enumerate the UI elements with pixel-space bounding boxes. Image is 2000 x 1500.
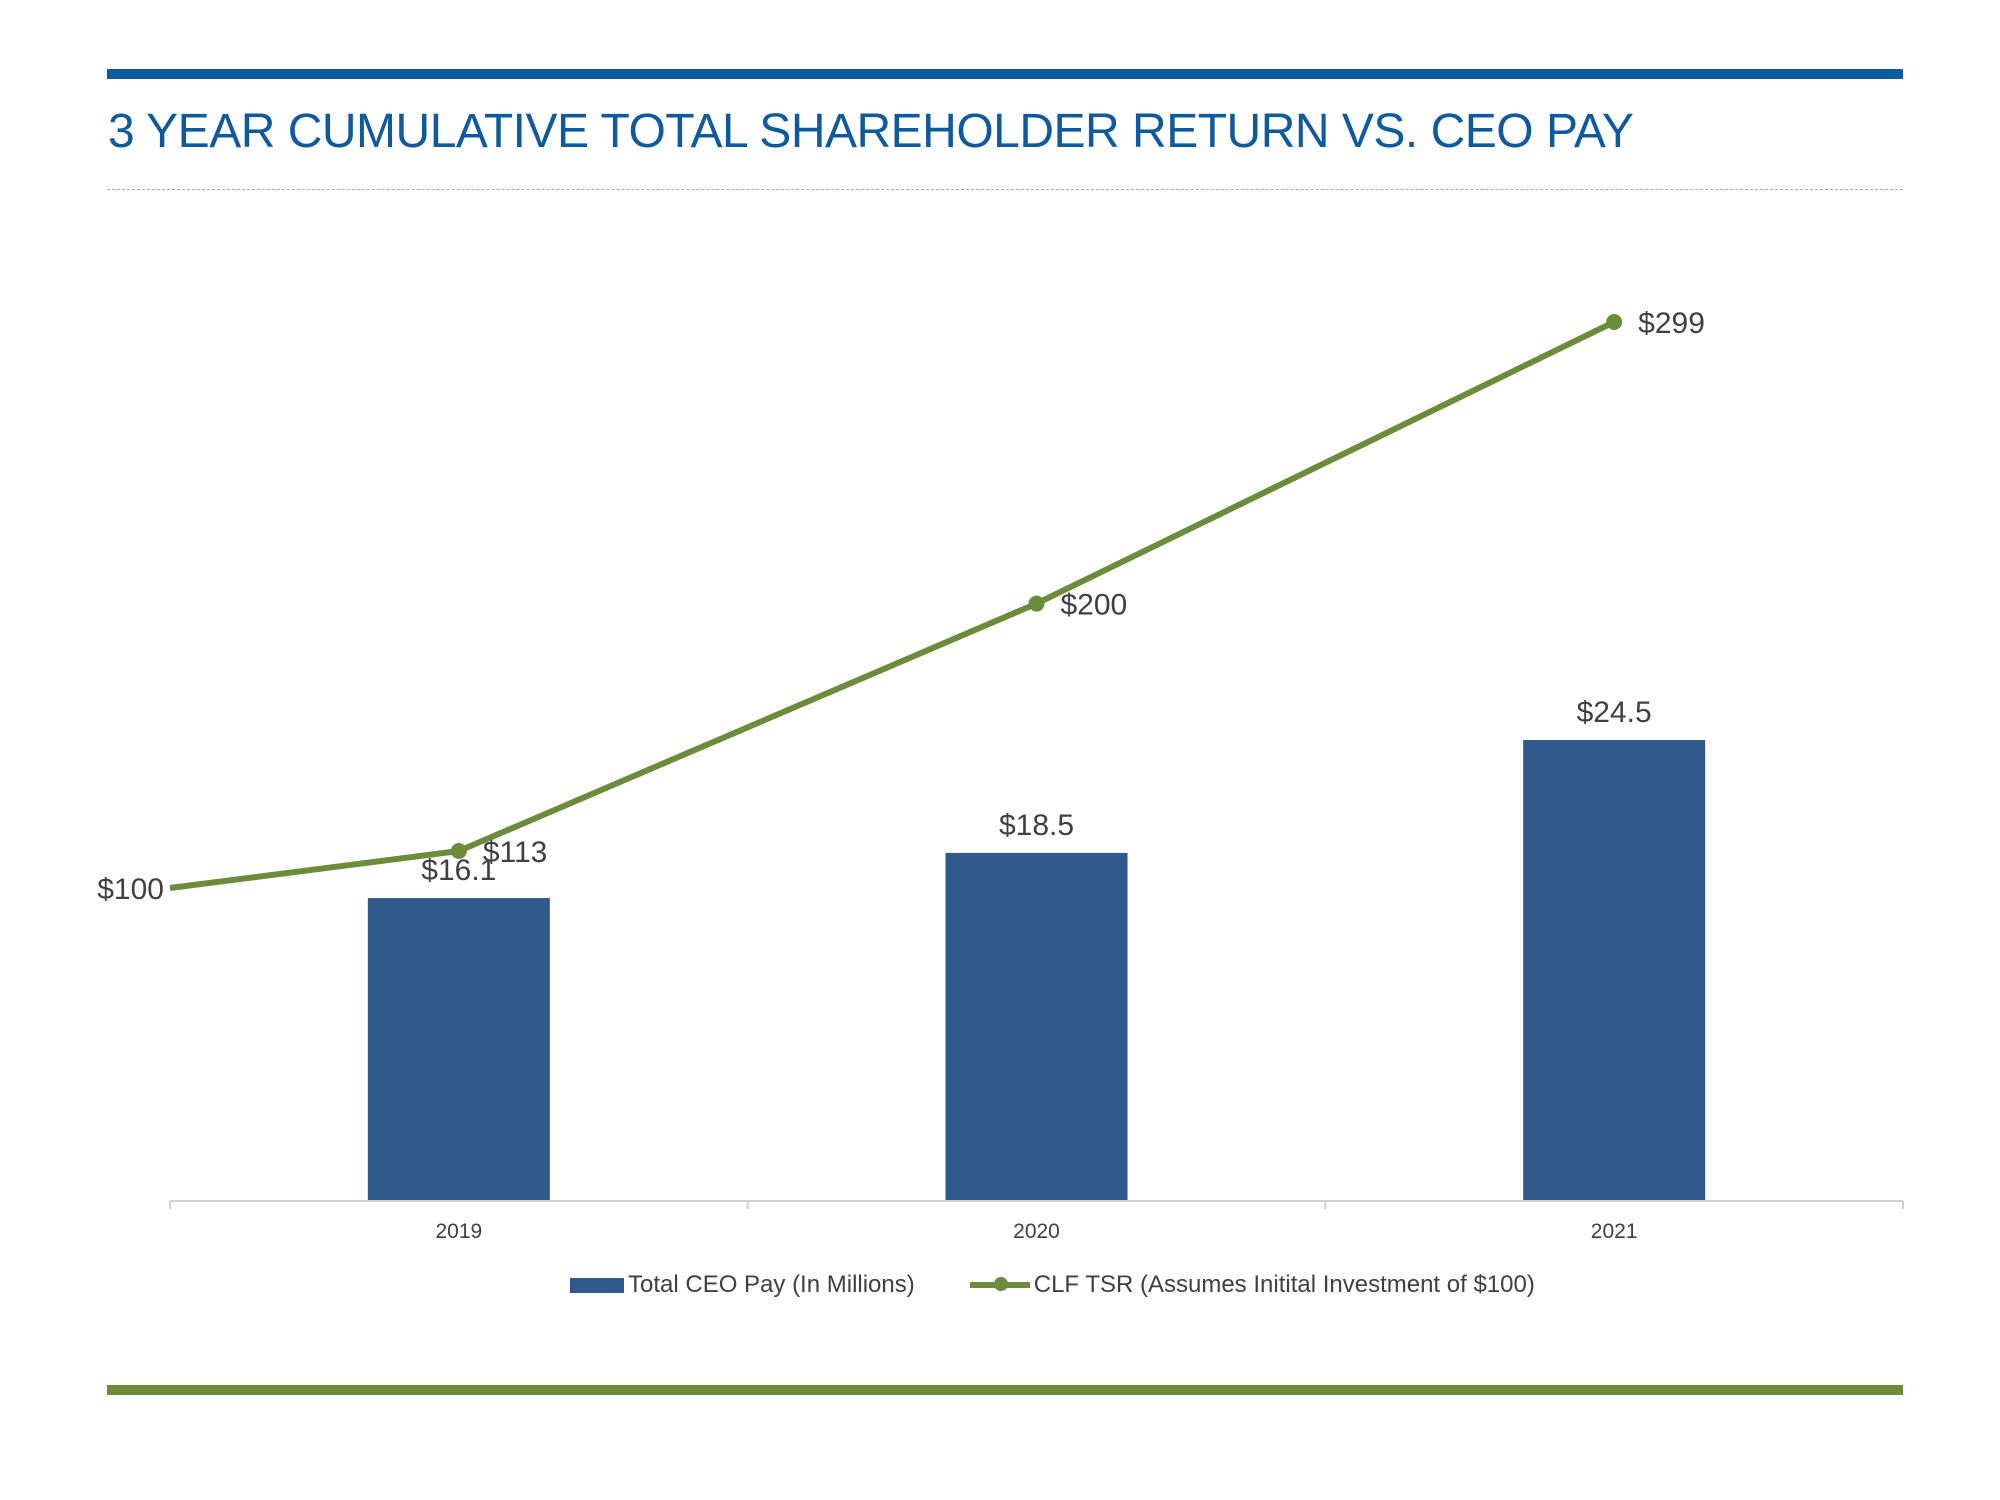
tsr-label-2021: $299 — [1638, 307, 1705, 340]
legend-label-ceo-pay: Total CEO Pay (In Millions) — [628, 1271, 915, 1298]
x-tick-label-2020: 2020 — [1013, 1220, 1060, 1243]
x-axis: 2019 2020 2021 — [169, 1200, 1904, 1243]
bar-ceo-pay-2020 — [945, 852, 1128, 1201]
tsr-label-2020: $200 — [1061, 589, 1128, 622]
chart-legend: Total CEO Pay (In Millions) CLF TSR (Ass… — [570, 1265, 1535, 1305]
tsr-line — [169, 319, 1616, 891]
top-rule — [107, 69, 1903, 79]
bottom-rule — [107, 1385, 1903, 1395]
tsr-label-2019: $113 — [483, 836, 548, 869]
legend-item-tsr: CLF TSR (Assumes Initital Investment of … — [915, 1271, 1535, 1299]
bar-label-2020: $18.5 — [999, 809, 1074, 842]
legend-bar-swatch-icon — [570, 1277, 624, 1293]
legend-label-tsr: CLF TSR (Assumes Initital Investment of … — [1033, 1271, 1535, 1298]
bar-ceo-pay-2021 — [1523, 740, 1706, 1201]
x-tick-label-2019: 2019 — [435, 1220, 482, 1243]
bar-label-2021: $24.5 — [1577, 696, 1652, 729]
tsr-point-2019 — [450, 843, 467, 860]
data-labels-layer: $16.1 $18.5 $24.5 $113 $200 $299 $100 — [97, 307, 1705, 906]
title-divider — [107, 189, 1903, 190]
x-tick-label-2021: 2021 — [1591, 1220, 1638, 1243]
tsr-start-label: $100 — [97, 873, 164, 906]
bar-ceo-pay-2019 — [367, 898, 550, 1201]
page-title: 3 YEAR CUMULATIVE TOTAL SHAREHOLDER RETU… — [108, 105, 1634, 158]
bars-layer — [367, 740, 1706, 1201]
legend-item-ceo-pay: Total CEO Pay (In Millions) — [570, 1271, 915, 1299]
tsr-point-2020 — [1028, 595, 1045, 612]
legend-line-swatch-icon — [969, 1277, 1030, 1291]
bar-label-2019: $16.1 — [421, 854, 496, 887]
tsr-point-2021 — [1606, 314, 1623, 330]
tsr-line-layer — [169, 314, 1623, 891]
